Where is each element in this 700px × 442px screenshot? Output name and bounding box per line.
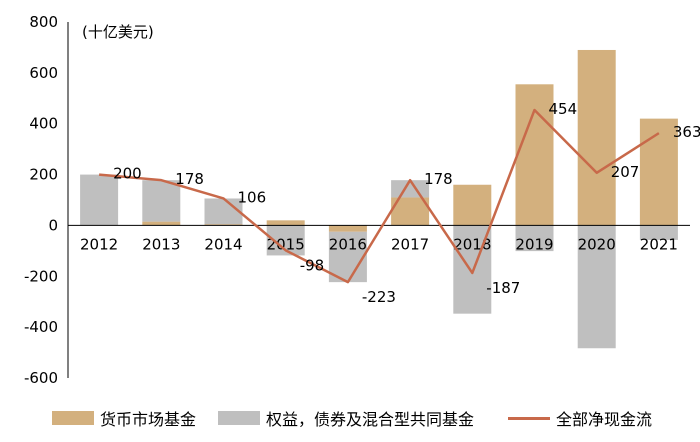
y-tick-label: 600 [29, 64, 58, 82]
x-tick-label: 2017 [391, 235, 429, 253]
legend-label-money-market: 货币市场基金 [100, 410, 197, 429]
x-tick-label: 2021 [640, 235, 678, 253]
total-net-cash-flow-line [98, 108, 660, 284]
legend-label-equity-bond-hybrid: 权益，债券及混合型共同基金 [266, 410, 475, 429]
bar-equity-bond-hybrid [142, 180, 181, 222]
data-label: 178 [424, 170, 453, 188]
legend-swatch-money-market [52, 411, 94, 425]
y-tick-labels: -600 -400 -200 0 200 400 600 800 [24, 13, 58, 387]
y-tick-label: 400 [29, 115, 58, 133]
bar-money-market [328, 225, 367, 232]
data-label: 200 [113, 165, 142, 183]
x-tick-label: 2019 [515, 235, 553, 253]
bar-equity-bond-hybrid [577, 225, 616, 349]
x-tick-label: 2012 [80, 235, 118, 253]
x-tick-label: 2014 [204, 235, 242, 253]
bar-equity-bond-hybrid [80, 174, 119, 226]
bar-money-market [639, 118, 678, 226]
x-tick-label: 2016 [329, 235, 367, 253]
x-tick-label: 2015 [267, 235, 305, 253]
legend-item-total-flow: 全部净现金流 [508, 406, 652, 430]
y-tick-label: 200 [29, 166, 58, 184]
data-labels: 200 178 106 -98 -223 178 -187 454 207 363 [113, 100, 700, 306]
x-tick-label: 2020 [578, 235, 616, 253]
legend-item-money-market: 货币市场基金 [52, 406, 196, 430]
data-label: 363 [673, 123, 700, 141]
bar-money-market [577, 49, 616, 226]
x-tick-labels: 2012 2013 2014 2015 2016 2017 2018 2019 2020 2021 [80, 235, 678, 253]
legend-label-total-flow: 全部净现金流 [556, 410, 653, 429]
bar-equity-bond-hybrid [515, 225, 554, 252]
bar-money-market [515, 84, 554, 226]
unit-label: (十亿美元) [82, 23, 154, 41]
bar-equity-bond-hybrid [639, 225, 678, 240]
legend-item-equity-bond-hybrid: 权益，债券及混合型共同基金 [218, 406, 474, 430]
y-tick-label: 0 [48, 216, 58, 234]
y-tick-label: 800 [29, 13, 58, 31]
data-label: -223 [362, 288, 396, 306]
bar-equity-bond-hybrid [328, 231, 367, 283]
data-label: 454 [549, 100, 578, 118]
legend: 货币市场基金 权益，债券及混合型共同基金 全部净现金流 [0, 398, 700, 434]
bars [80, 49, 678, 349]
bar-money-market [142, 221, 181, 226]
data-label: 207 [611, 163, 640, 181]
y-tick-label: -200 [24, 267, 58, 285]
bar-money-market [266, 220, 305, 226]
bar-equity-bond-hybrid [204, 198, 243, 225]
y-tick-label: -600 [24, 369, 58, 387]
y-tick-label: -400 [24, 318, 58, 336]
data-label: -98 [300, 256, 325, 274]
legend-swatch-equity-bond-hybrid [218, 411, 260, 425]
legend-swatch-total-flow [508, 416, 550, 420]
bar-money-market [453, 184, 492, 226]
bar-money-market [204, 224, 243, 226]
data-label: 178 [175, 170, 204, 188]
x-tick-label: 2013 [142, 235, 180, 253]
data-label: 106 [238, 188, 267, 206]
data-label: -187 [486, 279, 520, 297]
